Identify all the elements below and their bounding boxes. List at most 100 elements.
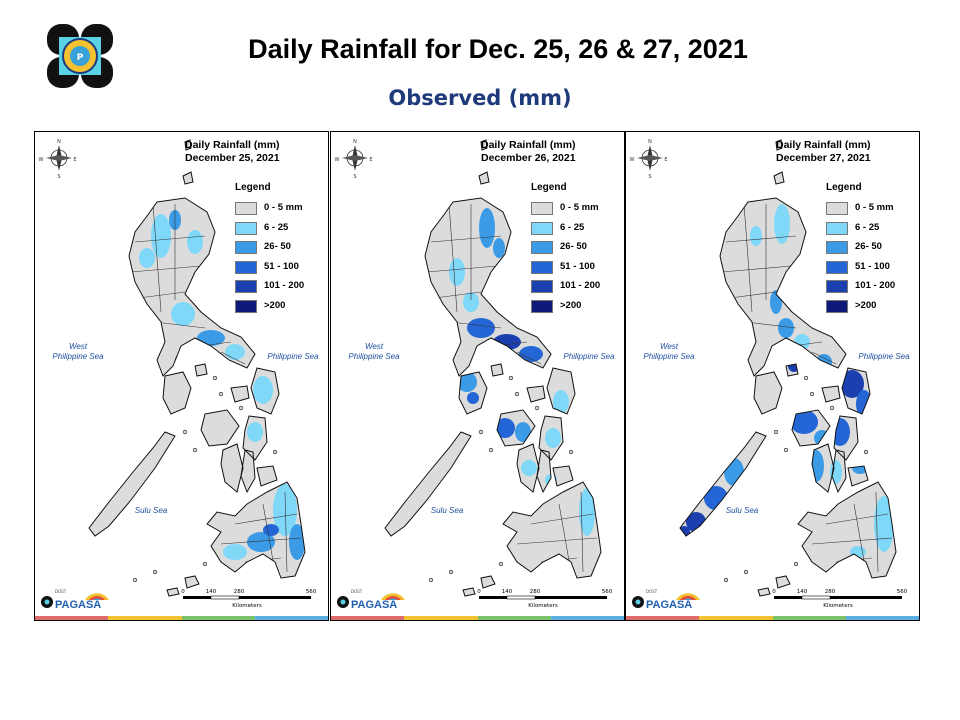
island-batanes — [479, 140, 489, 184]
islet — [152, 569, 158, 575]
legend-swatch — [235, 241, 257, 254]
rainfall-area — [273, 484, 297, 536]
legend-label: 26- 50 — [264, 241, 291, 252]
legend-label: 0 - 5 mm — [264, 202, 303, 213]
rainfall-area — [545, 428, 561, 448]
islet — [428, 577, 434, 583]
rainfall-layer — [139, 210, 305, 560]
legend-swatch — [531, 299, 553, 313]
islet — [534, 405, 540, 411]
legend-title: Legend — [826, 182, 862, 193]
rainfall-area — [493, 334, 521, 350]
panel-title: Daily Rainfall (mm) December 25, 2021 — [185, 139, 280, 165]
rainfall-area — [774, 204, 790, 244]
rainfall-area — [579, 488, 595, 536]
scale-bar: 0 140 280 560 Kilometers — [766, 587, 911, 617]
rainfall-area — [479, 208, 495, 248]
rainfall-area — [223, 544, 247, 560]
rainfall-area — [457, 372, 477, 392]
compass-rose-icon: N S W E — [39, 139, 77, 180]
islet — [514, 391, 520, 397]
scale-tick: 280 — [530, 589, 541, 595]
legend-swatch — [531, 241, 553, 254]
islet — [783, 447, 789, 453]
legend-label: >200 — [855, 299, 877, 311]
legend-label: >200 — [560, 299, 582, 311]
islet — [488, 447, 494, 453]
legend-label: 51 - 100 — [855, 260, 890, 272]
islet — [238, 405, 244, 411]
legend-swatch — [531, 260, 553, 274]
footer-stripe — [626, 616, 919, 620]
scale-unit: Kilometers — [528, 603, 558, 609]
footer-stripe — [35, 616, 328, 620]
scale-unit: Kilometers — [232, 603, 262, 609]
panel-title: Daily Rainfall (mm) December 26, 2021 — [481, 139, 576, 165]
legend-swatch — [531, 280, 553, 293]
legend-label: 6 - 25 — [560, 221, 585, 233]
island-panay — [201, 410, 239, 446]
rainfall-area — [247, 532, 275, 552]
rainfall-area — [225, 344, 245, 360]
rainfall-area — [171, 302, 195, 326]
rainfall-area — [808, 450, 824, 482]
island-sulu — [758, 576, 790, 596]
map-panel-dec-25: N S W E Daily Rainfall (mm) December 25, 20… — [34, 131, 329, 621]
rainfall-area — [830, 460, 842, 484]
svg-text:S: S — [648, 174, 651, 180]
legend-swatch — [826, 280, 848, 293]
island-batanes — [774, 140, 784, 184]
island-negros — [221, 444, 243, 492]
province-boundaries — [130, 203, 302, 573]
legend-label: 6 - 25 — [264, 221, 289, 233]
islet — [132, 577, 138, 583]
svg-text:W: W — [335, 157, 340, 163]
panel-date: December 25, 2021 — [185, 152, 280, 164]
sea-label-west: West Philippine Sea — [348, 342, 400, 361]
islet — [743, 569, 749, 575]
legend-label: 101 - 200 — [264, 280, 305, 291]
legend-swatch — [826, 241, 848, 254]
scale-tick: 0 — [181, 589, 185, 595]
legend-swatch — [826, 221, 848, 235]
islet — [803, 375, 809, 381]
rainfall-area — [573, 442, 585, 462]
legend-title: Legend — [531, 182, 567, 193]
rainfall-area — [553, 390, 569, 414]
legend-swatch — [826, 260, 848, 274]
philippines-map: N S W E — [335, 139, 602, 597]
compass-rose-icon: N S W E — [335, 139, 373, 180]
island-masbate — [527, 386, 545, 402]
rainfall-area — [139, 248, 155, 268]
rainfall-area — [724, 458, 744, 486]
philippines-map: N S W E — [630, 139, 897, 597]
sea-label-sulu: Sulu Sea — [134, 506, 168, 515]
pagasa-logo: DOST PAGASA — [335, 582, 405, 617]
rainfall-area — [449, 258, 465, 286]
sea-label-east: Philippine Sea — [858, 352, 910, 361]
rainfall-area — [467, 392, 479, 404]
province-boundaries — [721, 203, 893, 573]
islet — [218, 391, 224, 397]
islet — [829, 405, 835, 411]
islet — [272, 449, 278, 455]
scale-tick: 0 — [772, 589, 776, 595]
legend-swatch — [235, 221, 257, 235]
legend-swatch — [826, 202, 848, 215]
dost-logo: P — [47, 24, 113, 88]
island-cebu — [241, 450, 255, 492]
rainfall-area — [253, 376, 273, 404]
map-panel-dec-26: N S W E Daily Rainfall (mm) December 26, 20… — [330, 131, 625, 621]
rainfall-area — [768, 350, 784, 366]
island-luzon — [425, 198, 551, 376]
scale-unit: Kilometers — [823, 603, 853, 609]
islet — [192, 447, 198, 453]
scale-tick: 140 — [797, 589, 808, 595]
legend-label: 26- 50 — [560, 241, 587, 252]
island-mindoro — [754, 372, 782, 414]
brand-tag: DOST — [55, 589, 67, 594]
brand-name: PAGASA — [351, 599, 397, 611]
sea-label-west: West Philippine Sea — [52, 342, 104, 361]
legend-swatch — [531, 202, 553, 215]
scale-tick: 560 — [306, 589, 317, 595]
